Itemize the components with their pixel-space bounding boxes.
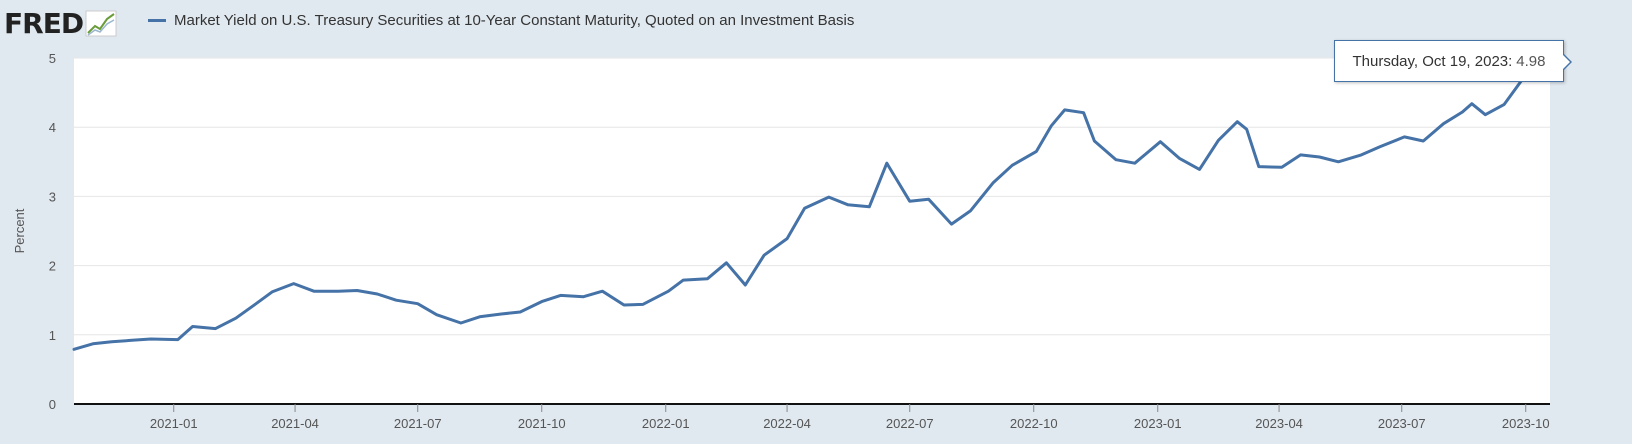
- chart-header: FRED Market Yield on U.S. Treasury Secur…: [0, 0, 1632, 46]
- x-tick-label: 2023-10: [1502, 416, 1550, 431]
- x-tick-label: 2023-07: [1378, 416, 1426, 431]
- y-tick-label: 1: [49, 328, 56, 343]
- y-tick-label: 0: [49, 397, 56, 412]
- x-tick-label: 2022-04: [763, 416, 811, 431]
- x-tick-label: 2021-04: [271, 416, 319, 431]
- x-tick-label: 2023-04: [1255, 416, 1303, 431]
- tooltip-value: 4.98: [1516, 52, 1546, 70]
- plot-area: [74, 58, 1550, 404]
- x-tick-label: 2022-10: [1010, 416, 1058, 431]
- y-tick-label: 5: [49, 51, 56, 66]
- x-tick-label: 2021-07: [394, 416, 442, 431]
- series-line: [72, 57, 1552, 351]
- chart-legend[interactable]: Market Yield on U.S. Treasury Securities…: [148, 12, 854, 29]
- x-tick-label: 2021-01: [150, 416, 198, 431]
- legend-label: Market Yield on U.S. Treasury Securities…: [174, 12, 855, 29]
- y-axis-label: Percent: [12, 208, 27, 253]
- tooltip-arrow: [1562, 53, 1572, 71]
- y-tick-label: 3: [49, 189, 56, 204]
- legend-swatch: [148, 19, 166, 22]
- line-graph-icon: [85, 10, 117, 37]
- fred-logo[interactable]: FRED: [4, 6, 117, 40]
- x-tick-label: 2023-01: [1134, 416, 1182, 431]
- x-tick-label: 2021-10: [518, 416, 566, 431]
- x-tick-label: 2022-01: [642, 416, 690, 431]
- logo-text: FRED: [4, 6, 84, 40]
- x-tick-label: 2022-07: [886, 416, 934, 431]
- tooltip-date: Thursday, Oct 19, 2023:: [1352, 52, 1513, 70]
- data-tooltip: Thursday, Oct 19, 2023: 4.98: [1334, 40, 1572, 82]
- y-tick-label: 4: [49, 120, 56, 135]
- y-tick-label: 2: [49, 259, 56, 274]
